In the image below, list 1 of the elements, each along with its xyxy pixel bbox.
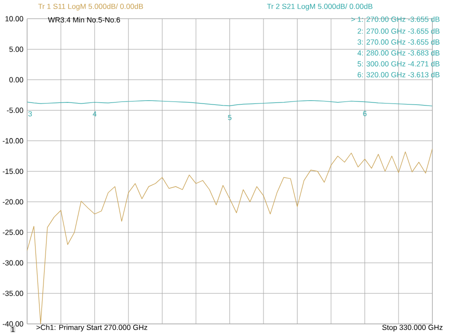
line-series xyxy=(27,148,432,324)
